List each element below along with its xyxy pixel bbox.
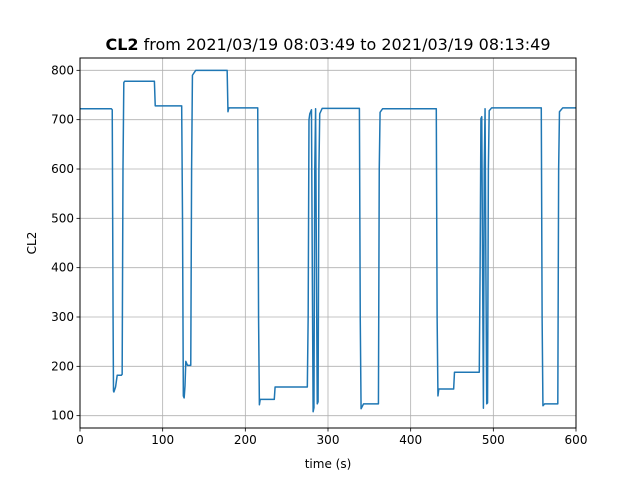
- y-tick-label: 400: [51, 261, 74, 275]
- y-tick-label: 300: [51, 310, 74, 324]
- chart-title: CL2 from 2021/03/19 08:03:49 to 2021/03/…: [105, 35, 550, 54]
- y-tick-label: 200: [51, 359, 74, 373]
- y-tick-label: 700: [51, 113, 74, 127]
- y-tick-label: 100: [51, 409, 74, 423]
- x-axis-ticks: 0 100 200 300 400 500 600: [76, 428, 587, 447]
- x-axis-label: time (s): [305, 457, 352, 471]
- x-tick-label: 100: [151, 433, 174, 447]
- y-axis-ticks: 100 200 300 400 500 600 700 800: [51, 63, 80, 423]
- series-layer: [80, 69, 576, 413]
- x-tick-label: 500: [482, 433, 505, 447]
- x-tick-label: 0: [76, 433, 84, 447]
- x-tick-label: 400: [399, 433, 422, 447]
- x-tick-label: 300: [317, 433, 340, 447]
- chart-title-bold: CL2: [105, 35, 138, 54]
- y-axis-label: CL2: [25, 232, 39, 255]
- chart-title-rest: from 2021/03/19 08:03:49 to 2021/03/19 0…: [139, 35, 551, 54]
- y-tick-label: 600: [51, 162, 74, 176]
- grid: [79, 58, 577, 428]
- y-tick-label: 500: [51, 211, 74, 225]
- y-tick-label: 800: [51, 63, 74, 77]
- series-line: [80, 69, 576, 413]
- x-tick-label: 600: [565, 433, 588, 447]
- x-tick-label: 200: [234, 433, 257, 447]
